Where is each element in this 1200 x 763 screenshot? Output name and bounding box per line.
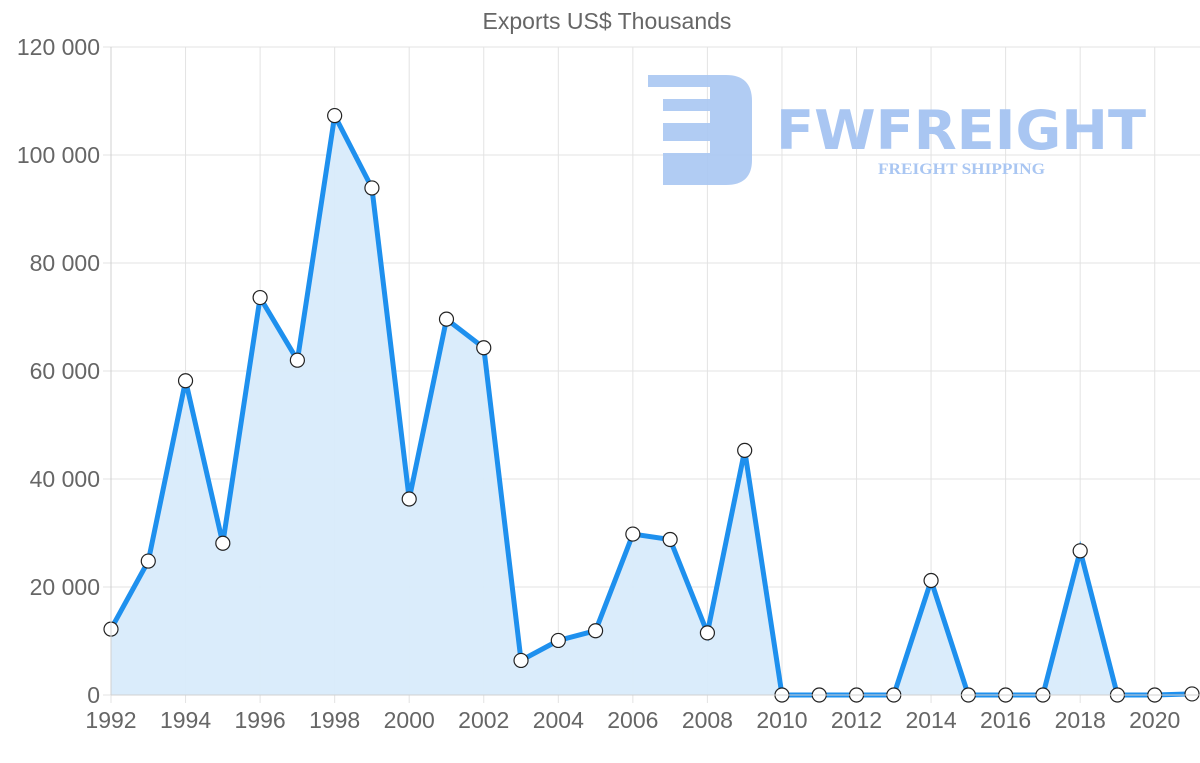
- x-tick-label: 2008: [682, 707, 733, 733]
- watermark-tagline: FREIGHT SHIPPING: [878, 161, 1046, 178]
- data-point[interactable]: [662, 531, 678, 548]
- data-point[interactable]: [215, 535, 231, 551]
- x-tick-label: 2020: [1129, 707, 1180, 733]
- chart-title: Exports US$ Thousands: [482, 8, 732, 34]
- data-point[interactable]: [625, 526, 641, 542]
- data-point[interactable]: [401, 491, 417, 507]
- x-tick-label: 2006: [607, 707, 658, 733]
- data-point[interactable]: [327, 107, 343, 124]
- data-point[interactable]: [923, 572, 939, 589]
- x-tick-label: 2010: [756, 707, 807, 733]
- y-tick-label: 40 000: [30, 466, 100, 492]
- x-tick-label: 2014: [905, 707, 956, 733]
- data-point[interactable]: [550, 632, 566, 649]
- x-tick-label: 2016: [980, 707, 1031, 733]
- data-point[interactable]: [699, 625, 716, 641]
- y-tick-label: 80 000: [30, 250, 100, 276]
- watermark-brand: FWFREIGHT: [776, 99, 1146, 162]
- data-point[interactable]: [177, 373, 194, 389]
- data-point[interactable]: [1184, 686, 1200, 702]
- y-tick-label: 120 000: [17, 34, 100, 60]
- series-area: [111, 115, 1192, 696]
- watermark-logo: FWFREIGHT FREIGHT SHIPPING: [648, 75, 1146, 185]
- x-tick-label: 1996: [235, 707, 286, 733]
- data-point[interactable]: [438, 311, 455, 327]
- x-tick-label: 2004: [533, 707, 584, 733]
- x-tick-label: 2012: [831, 707, 882, 733]
- x-tick-label: 1998: [309, 707, 360, 733]
- data-point[interactable]: [737, 442, 753, 458]
- logo-icon: [648, 75, 752, 185]
- x-tick-label: 1994: [160, 707, 211, 733]
- x-tick-label: 2002: [458, 707, 509, 733]
- data-point[interactable]: [289, 352, 305, 368]
- data-point[interactable]: [513, 652, 529, 669]
- data-point[interactable]: [1072, 543, 1088, 559]
- x-tick-label: 2018: [1055, 707, 1106, 733]
- data-point[interactable]: [364, 180, 380, 196]
- y-tick-label: 20 000: [30, 574, 100, 600]
- y-tick-label: 60 000: [30, 358, 100, 384]
- y-tick-label: 0: [87, 682, 100, 708]
- y-tick-label: 100 000: [17, 142, 100, 168]
- data-series: [103, 107, 1200, 703]
- data-point[interactable]: [476, 340, 492, 356]
- x-tick-label: 2000: [384, 707, 435, 733]
- x-tick-label: 1992: [85, 707, 136, 733]
- data-point[interactable]: [140, 553, 156, 569]
- axes: 0 20 000 40 000 60 000 80 000 100 000 120 000 1…: [17, 34, 1200, 733]
- data-point[interactable]: [252, 289, 268, 306]
- data-point[interactable]: [587, 623, 604, 639]
